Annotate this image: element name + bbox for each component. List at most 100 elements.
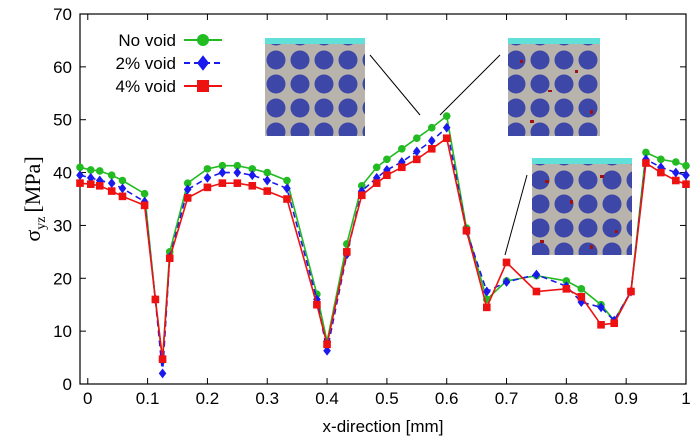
point	[427, 144, 436, 153]
point	[203, 165, 212, 173]
point	[158, 368, 167, 379]
y-tick-label: 50	[53, 111, 72, 130]
point	[442, 122, 451, 133]
point	[383, 155, 391, 164]
point	[313, 300, 321, 309]
point	[357, 191, 366, 200]
point	[76, 170, 84, 181]
legend-marker	[197, 80, 209, 92]
point	[672, 176, 680, 185]
point	[657, 155, 665, 164]
x-tick-label: 0.6	[435, 389, 459, 408]
legend-label: No void	[118, 31, 176, 50]
point	[412, 146, 421, 157]
point	[183, 184, 192, 195]
point	[118, 192, 127, 201]
point	[597, 302, 605, 313]
y-label-symbol: σ	[20, 230, 45, 242]
point	[682, 170, 690, 181]
legend-marker	[197, 34, 209, 46]
point	[151, 295, 160, 304]
point	[323, 340, 331, 349]
y-label-unit: [MPa]	[20, 156, 45, 212]
point	[248, 181, 257, 190]
point	[343, 248, 351, 256]
x-tick-label: 0	[83, 389, 92, 408]
point	[107, 187, 116, 195]
point	[283, 183, 291, 194]
legend-label: 4% void	[116, 77, 176, 96]
y-tick-label: 30	[53, 216, 72, 235]
point	[248, 170, 257, 181]
plot-frame	[79, 13, 687, 385]
insets	[265, 38, 632, 256]
point	[398, 144, 406, 153]
point	[233, 167, 242, 178]
point	[482, 286, 491, 297]
y-tick-label: 60	[53, 58, 72, 77]
point	[627, 287, 635, 296]
point	[107, 171, 116, 180]
point	[682, 161, 690, 170]
point	[86, 180, 95, 188]
x-tick-label: 0.4	[315, 389, 339, 408]
point	[76, 163, 84, 172]
point	[263, 187, 272, 195]
point	[357, 181, 366, 190]
point	[263, 168, 272, 177]
point	[203, 183, 212, 192]
point	[323, 345, 331, 356]
point	[657, 168, 665, 177]
point	[577, 292, 586, 301]
point	[118, 176, 127, 185]
point	[442, 112, 451, 120]
point	[165, 254, 174, 262]
point	[283, 176, 291, 185]
point	[642, 148, 650, 157]
point	[248, 165, 257, 173]
y-tick-label: 10	[53, 322, 72, 341]
x-tick-label: 0.2	[196, 389, 220, 408]
legend-marker	[197, 55, 209, 71]
point	[233, 179, 242, 187]
point	[610, 319, 619, 328]
point	[372, 179, 381, 187]
y-label-subscript: yz	[34, 217, 49, 230]
point	[95, 167, 104, 175]
point	[218, 167, 227, 178]
point	[682, 180, 690, 188]
point	[158, 355, 167, 363]
x-tick-label: 0.8	[555, 389, 579, 408]
x-tick-label: 0.1	[136, 389, 160, 408]
point	[183, 194, 192, 202]
point	[383, 171, 391, 180]
point	[233, 161, 242, 170]
x-tick-label: 0.3	[255, 389, 279, 408]
point	[140, 201, 149, 210]
point	[412, 155, 421, 164]
point	[597, 321, 605, 329]
point	[532, 269, 541, 280]
point	[372, 163, 381, 172]
point	[502, 277, 511, 287]
point	[427, 135, 436, 146]
point	[427, 123, 436, 132]
x-tick-label: 1	[681, 389, 690, 408]
point	[76, 179, 84, 187]
point	[462, 226, 471, 235]
point	[107, 178, 116, 189]
point	[412, 134, 421, 143]
x-tick-label: 0.5	[375, 389, 399, 408]
x-tick-label: 0.9	[614, 389, 638, 408]
point	[672, 158, 680, 166]
point	[203, 172, 212, 183]
point	[183, 179, 192, 187]
point	[218, 161, 227, 170]
y-tick-label: 70	[53, 5, 72, 24]
point	[86, 172, 95, 183]
point	[95, 181, 104, 190]
point	[482, 303, 491, 312]
point	[283, 195, 291, 203]
point	[657, 162, 665, 173]
